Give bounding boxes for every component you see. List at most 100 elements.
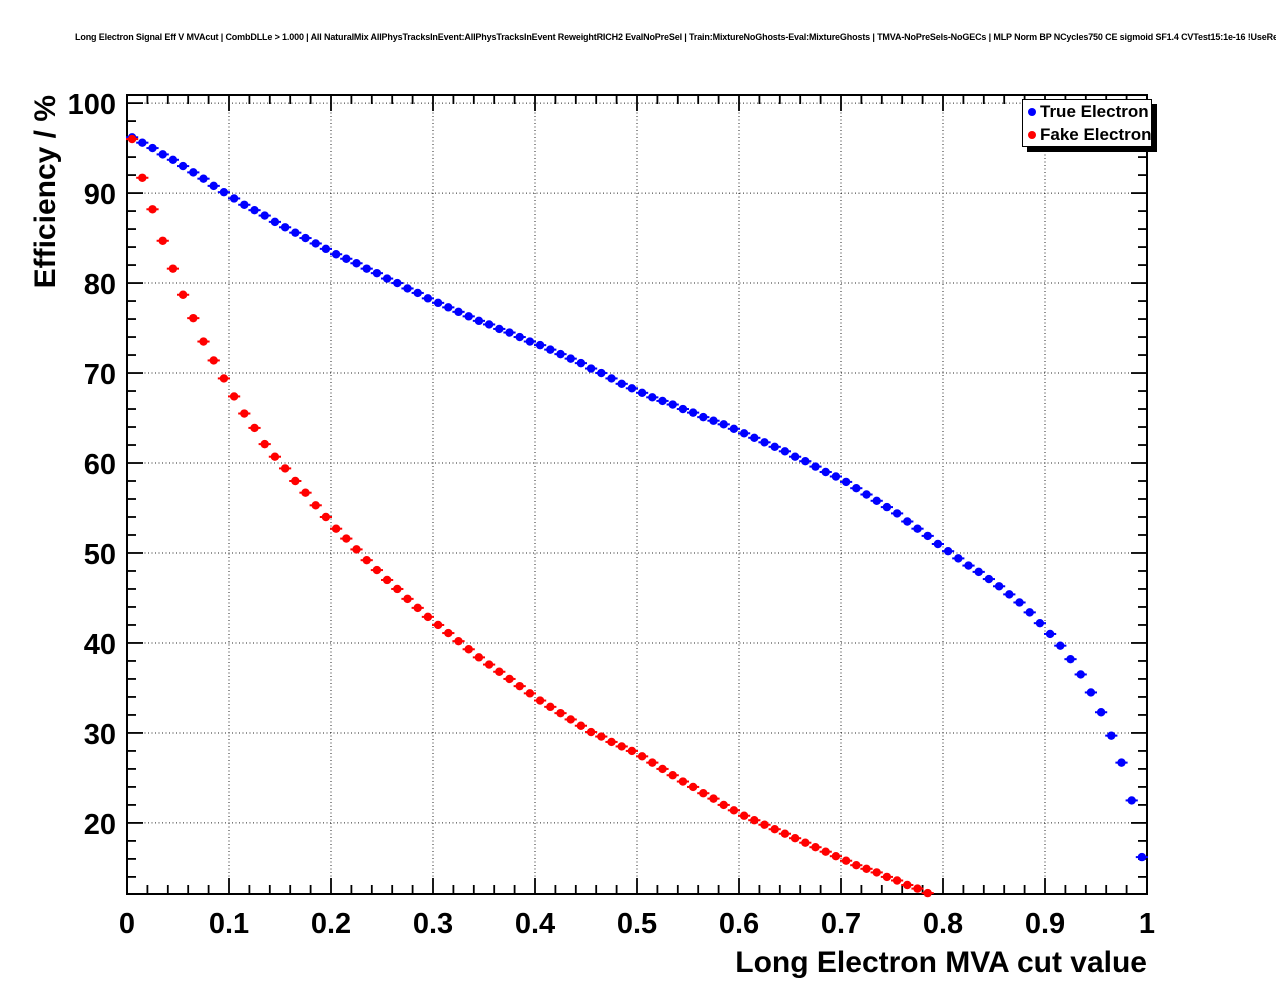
data-point	[811, 462, 820, 471]
data-point	[974, 567, 983, 577]
data-point	[484, 320, 494, 329]
data-point	[301, 488, 310, 497]
data-point	[719, 800, 728, 810]
x-tick-labels: 0 0.1 0.2 0.3 0.4 0.5 0.6 0.7 0.8 0.9 1	[119, 908, 1155, 940]
data-point	[413, 603, 422, 613]
series-true-electron	[126, 133, 1148, 862]
data-point	[566, 715, 575, 724]
legend: True Electron Fake Electron	[1022, 99, 1152, 147]
data-point	[607, 737, 616, 747]
data-point	[1045, 629, 1055, 639]
data-point	[178, 161, 188, 171]
data-point	[709, 416, 718, 425]
data-point	[311, 501, 320, 510]
data-point	[556, 349, 565, 359]
x-tick-label: 0.1	[209, 908, 249, 940]
data-point	[668, 400, 677, 409]
data-point	[495, 667, 504, 676]
data-point	[229, 392, 239, 401]
data-point	[1056, 641, 1065, 650]
data-point	[1137, 852, 1147, 862]
x-tick-label: 0.7	[821, 908, 861, 940]
data-point	[648, 393, 657, 402]
data-point	[260, 211, 269, 220]
data-point	[678, 404, 688, 414]
x-tick-label: 0	[119, 908, 135, 940]
data-point	[1086, 688, 1096, 697]
data-point	[189, 168, 198, 177]
data-point	[750, 433, 759, 443]
data-point	[127, 134, 137, 144]
data-point	[1096, 708, 1106, 717]
data-point	[637, 388, 647, 398]
data-point	[699, 412, 708, 422]
data-point	[301, 233, 310, 243]
data-point	[770, 825, 779, 834]
data-point	[382, 575, 392, 585]
data-point	[311, 239, 320, 248]
x-tick-label: 0.3	[413, 908, 453, 940]
data-point	[699, 789, 708, 798]
data-point	[474, 316, 484, 326]
data-point	[821, 847, 830, 856]
data-point	[1015, 598, 1024, 607]
data-point	[484, 660, 494, 669]
data-point	[291, 228, 300, 237]
data-point	[178, 290, 188, 299]
data-point	[372, 268, 382, 278]
data-point	[984, 574, 994, 584]
x-tick-label: 0.8	[923, 908, 963, 940]
data-point	[199, 337, 208, 346]
data-point	[372, 565, 382, 575]
data-point	[1107, 731, 1116, 740]
data-point	[556, 708, 565, 718]
legend-label-true-electron: True Electron	[1040, 101, 1149, 121]
data-point	[433, 620, 443, 630]
legend-item-fake-electron: Fake Electron	[1023, 124, 1152, 145]
data-point	[321, 512, 331, 522]
data-point	[627, 746, 637, 756]
data-point	[342, 534, 351, 543]
data-point	[362, 264, 371, 273]
data-point	[954, 554, 963, 563]
data-point	[158, 236, 167, 245]
data-point	[444, 628, 453, 638]
data-point	[903, 517, 912, 526]
data-point	[852, 861, 861, 870]
data-point	[535, 340, 545, 350]
data-point	[393, 584, 402, 594]
data-point	[811, 843, 820, 852]
y-tick-label: 100	[68, 89, 116, 121]
data-point	[790, 834, 800, 843]
data-point	[617, 379, 626, 389]
data-point	[546, 345, 555, 354]
data-point	[943, 546, 953, 556]
data-point	[1076, 670, 1085, 679]
data-point	[668, 771, 677, 780]
data-point	[933, 539, 943, 549]
data-point	[209, 181, 218, 191]
true-electron-marker-icon	[1028, 107, 1036, 116]
data-point	[138, 138, 147, 147]
data-point	[250, 423, 259, 433]
data-point	[760, 438, 769, 447]
data-point	[189, 313, 198, 323]
data-point	[923, 888, 932, 898]
data-series	[126, 133, 1148, 898]
x-axis-title: Long Electron MVA cut value	[735, 946, 1147, 979]
data-point	[882, 502, 892, 512]
data-point	[270, 217, 280, 227]
x-tick-label: 0.2	[311, 908, 351, 940]
y-tick-label: 60	[84, 449, 116, 481]
y-axis-title: Efficiency / %	[29, 95, 62, 288]
data-point	[240, 409, 249, 418]
data-point	[892, 509, 902, 518]
y-tick-label: 30	[84, 719, 116, 751]
data-point	[729, 806, 739, 815]
data-point	[158, 150, 167, 159]
data-point	[352, 259, 361, 268]
data-point	[852, 484, 861, 493]
legend-item-true-electron: True Electron	[1023, 101, 1151, 122]
data-point	[260, 439, 269, 449]
data-point	[423, 612, 433, 622]
